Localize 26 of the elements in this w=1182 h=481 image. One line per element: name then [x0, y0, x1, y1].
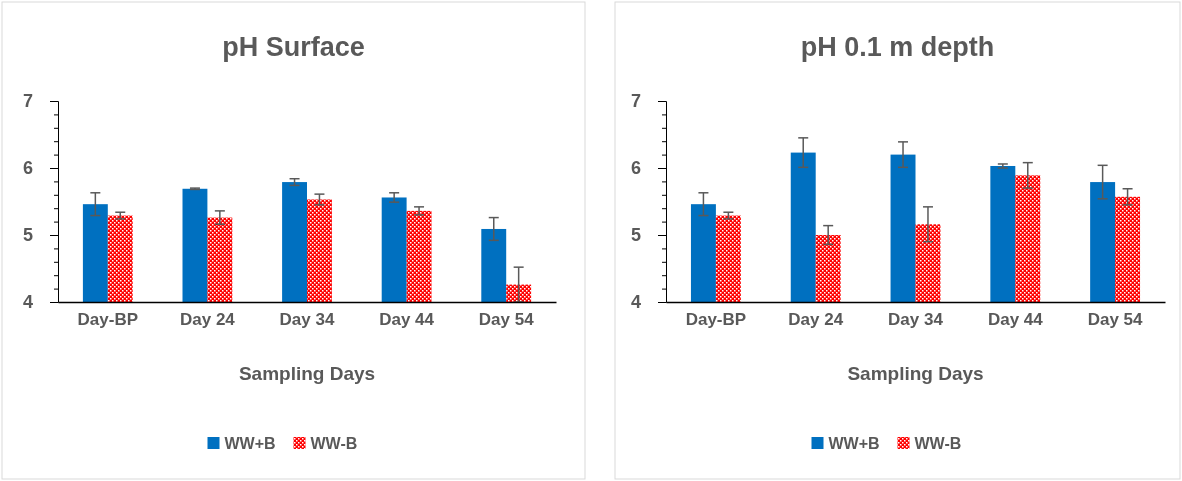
legend-label: WW-B: [914, 435, 962, 452]
legend-label: WW-B: [310, 435, 358, 452]
y-tick-label: 6: [22, 158, 33, 179]
legend-label: WW+B: [224, 435, 276, 452]
x-tick-label: Day 54: [478, 310, 535, 329]
x-tick-label: Day 44: [379, 310, 435, 329]
x-tick-label: Day 24: [788, 310, 844, 329]
chart-title: pH 0.1 m depth: [800, 32, 995, 62]
y-tick-label: 5: [630, 225, 641, 246]
y-tick-label: 4: [22, 292, 33, 313]
y-tick-label: 7: [22, 91, 33, 112]
x-tick-label: Day-BP: [77, 310, 139, 329]
x-tick-label: Day 34: [888, 310, 944, 329]
legend-label: WW+B: [828, 435, 880, 452]
x-tick-label: Day 54: [1087, 310, 1144, 329]
x-tick-label: Day-BP: [685, 310, 747, 329]
y-tick-label: 5: [22, 225, 33, 246]
y-tick-label: 6: [630, 158, 641, 179]
y-tick-label: 7: [630, 91, 641, 112]
x-tick-label: Day 24: [179, 310, 236, 329]
x-tick-label: Day 44: [987, 310, 1044, 329]
x-axis-title: Sampling Days: [238, 363, 376, 384]
chart-title: pH Surface: [222, 32, 365, 62]
y-tick-label: 4: [630, 292, 641, 313]
x-axis-title: Sampling Days: [847, 363, 984, 384]
x-tick-label: Day 34: [279, 310, 335, 329]
